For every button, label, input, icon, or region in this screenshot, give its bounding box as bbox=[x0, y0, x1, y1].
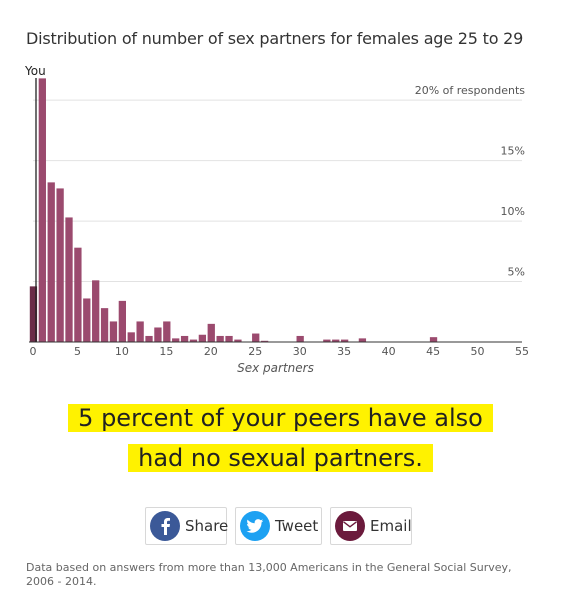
x-tick-label: 5 bbox=[74, 345, 81, 358]
chart: 20% of respondents 15% 10% 5% 0 5 10 15 20 25 30 3… bbox=[24, 64, 529, 375]
share-button[interactable]: Share bbox=[145, 507, 229, 545]
x-tick-label: 15 bbox=[159, 345, 173, 358]
x-tick-label: 0 bbox=[30, 345, 37, 358]
bar bbox=[118, 300, 126, 342]
bar bbox=[109, 321, 118, 342]
bar bbox=[429, 337, 438, 342]
x-tick-label: 20 bbox=[204, 345, 218, 358]
twitter-icon bbox=[240, 511, 270, 541]
x-tick-label: 50 bbox=[471, 345, 485, 358]
x-tick-label: 45 bbox=[426, 345, 440, 358]
x-tick-label: 25 bbox=[248, 345, 262, 358]
callout: 5 percent of your peers have also had no… bbox=[0, 398, 561, 478]
bar bbox=[74, 247, 82, 342]
bar bbox=[127, 332, 135, 342]
footnote: Data based on answers from more than 13,… bbox=[26, 561, 512, 588]
bar bbox=[358, 338, 367, 342]
tweet-button[interactable]: Tweet bbox=[235, 507, 322, 545]
y-gridline-label: 20% of respondents bbox=[415, 84, 526, 97]
bar bbox=[189, 339, 198, 342]
bar bbox=[260, 340, 269, 342]
callout-line-1: 5 percent of your peers have also bbox=[68, 404, 493, 432]
bar bbox=[154, 327, 162, 342]
callout-line-2: had no sexual partners. bbox=[128, 444, 433, 472]
bar bbox=[340, 339, 349, 342]
bar bbox=[180, 335, 189, 342]
chart-title: Distribution of number of sex partners f… bbox=[26, 29, 524, 48]
bar bbox=[65, 217, 73, 342]
bar bbox=[38, 78, 46, 342]
bar bbox=[198, 334, 207, 342]
tweet-label: Tweet bbox=[275, 517, 319, 535]
bar bbox=[145, 335, 153, 342]
bar bbox=[56, 188, 64, 342]
bar bbox=[332, 339, 340, 342]
bar bbox=[225, 335, 233, 342]
x-tick-label: 55 bbox=[515, 345, 529, 358]
x-tick-label: 30 bbox=[293, 345, 307, 358]
share-label: Share bbox=[185, 517, 229, 535]
y-gridline-label: 5% bbox=[508, 266, 525, 279]
email-button[interactable]: Email bbox=[330, 507, 412, 545]
x-tick-label: 35 bbox=[337, 345, 351, 358]
email-label: Email bbox=[370, 517, 412, 535]
bar bbox=[172, 338, 180, 342]
bar bbox=[47, 182, 55, 342]
bar bbox=[163, 321, 171, 342]
bar bbox=[83, 298, 91, 342]
bar bbox=[323, 339, 331, 342]
bar bbox=[234, 339, 242, 342]
envelope-icon bbox=[335, 511, 365, 541]
bar bbox=[136, 321, 144, 342]
bar bbox=[100, 308, 109, 342]
bar bbox=[207, 323, 215, 342]
x-tick-label: 10 bbox=[115, 345, 129, 358]
y-gridline-label: 10% bbox=[501, 205, 525, 218]
bar bbox=[29, 286, 38, 342]
share-bar: Share Tweet Email bbox=[0, 507, 561, 547]
bar bbox=[216, 335, 224, 342]
bar bbox=[252, 333, 260, 342]
bar bbox=[92, 280, 100, 342]
you-marker-label: You bbox=[24, 64, 46, 78]
x-tick-label: 40 bbox=[382, 345, 396, 358]
x-axis-label: Sex partners bbox=[237, 361, 314, 375]
facebook-icon bbox=[150, 511, 180, 541]
y-gridline-label: 15% bbox=[501, 145, 525, 158]
bar bbox=[296, 335, 304, 342]
